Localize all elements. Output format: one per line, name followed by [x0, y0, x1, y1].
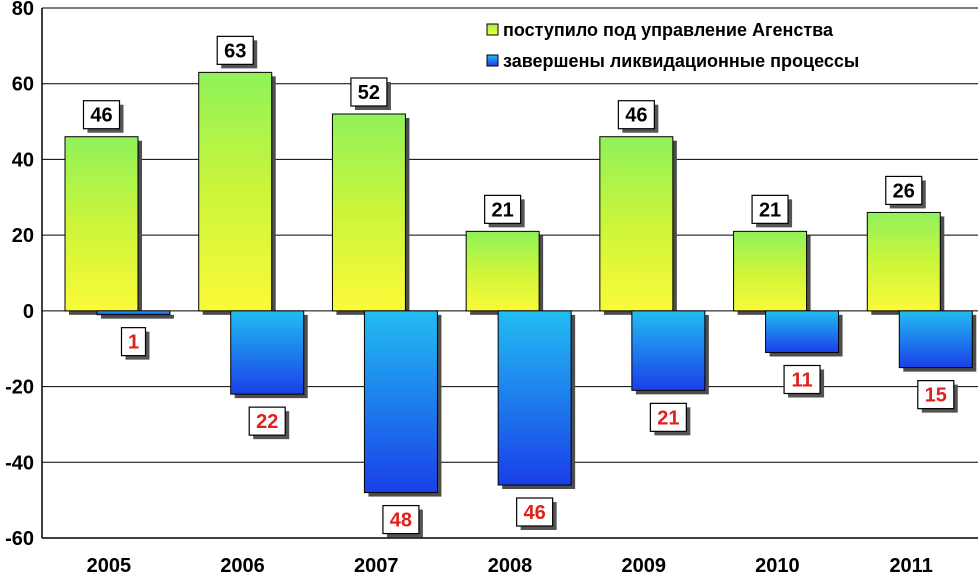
legend-swatch [486, 54, 499, 67]
y-tick-label: 80 [12, 0, 34, 20]
data-label: 1 [120, 327, 150, 360]
data-label-text: 11 [791, 370, 812, 392]
data-label: 26 [885, 175, 926, 209]
data-labels: 46 1 63 22 52 48 21 46 46 21 21 11 26 15 [82, 35, 958, 538]
legend-swatch [486, 23, 499, 36]
bar [331, 113, 406, 312]
x-tick-label: 2008 [488, 555, 533, 575]
y-tick-label: -40 [5, 452, 34, 474]
legend-label: завершены ликвидационные процессы [503, 51, 859, 71]
data-label: 11 [783, 364, 825, 398]
y-tick-label: 20 [12, 225, 34, 247]
data-label-box [917, 380, 955, 410]
bar [198, 71, 273, 312]
data-label-box [783, 364, 821, 395]
data-label: 52 [350, 77, 391, 110]
y-tick-label: 60 [12, 74, 34, 96]
bar [866, 211, 941, 312]
x-tick-label: 2009 [621, 555, 666, 575]
data-label-box [248, 406, 286, 436]
data-label-text: 21 [759, 199, 781, 221]
data-label: 63 [216, 35, 258, 69]
x-tick-label: 2006 [220, 555, 265, 575]
data-label-text: 46 [524, 502, 546, 524]
data-label-text: 46 [90, 105, 112, 127]
axes: 80 60 40 20 0 -20 -40 -60 2005 2006 2007 2008 2009 20… [5, 0, 978, 575]
bars [64, 71, 977, 497]
bar [599, 136, 674, 312]
y-tick-label: -60 [5, 528, 34, 550]
data-label: 46 [82, 100, 124, 133]
bar [363, 310, 438, 494]
data-label-text: 21 [492, 199, 514, 221]
data-label: 46 [516, 497, 557, 530]
data-label-box [885, 175, 923, 206]
bar [631, 310, 706, 391]
y-tick-label: 40 [12, 149, 34, 171]
data-label-text: 26 [893, 180, 915, 202]
data-label-box [382, 504, 420, 535]
data-label: 22 [248, 406, 290, 440]
y-tick-label: 0 [23, 301, 34, 323]
legend-label: поступило под управление Агенства [503, 20, 834, 40]
data-label-text: 48 [390, 510, 412, 532]
data-label-box [120, 327, 147, 357]
data-label-box [82, 100, 121, 130]
data-label-box [216, 35, 254, 65]
bar [765, 310, 840, 354]
data-label-text: 1 [128, 332, 139, 354]
bar-shadow [101, 314, 174, 319]
bar [465, 230, 540, 312]
data-label: 46 [617, 100, 659, 133]
data-label-box [617, 100, 655, 130]
data-label: 21 [751, 194, 793, 228]
data-label: 48 [382, 504, 423, 538]
data-label-box [516, 497, 554, 527]
data-label-text: 15 [925, 385, 947, 407]
data-label-box [751, 194, 789, 224]
data-label-box [649, 402, 687, 432]
x-tick-label: 2007 [354, 555, 399, 575]
bar [497, 310, 572, 486]
bar [733, 230, 808, 312]
bar [64, 136, 139, 312]
data-label: 21 [649, 402, 691, 436]
x-tick-label: 2011 [889, 555, 932, 575]
data-label-box [350, 77, 388, 107]
x-tick-label: 2010 [755, 555, 800, 575]
data-label-box [484, 194, 522, 224]
y-tick-label: -20 [5, 377, 34, 399]
data-label: 21 [484, 194, 525, 228]
bar [230, 310, 305, 395]
data-label-text: 22 [256, 411, 278, 433]
data-label: 15 [917, 380, 958, 413]
legend: поступило под управление Агенства заверше… [486, 20, 859, 71]
data-label-text: 21 [657, 407, 679, 429]
data-label-text: 46 [625, 105, 647, 127]
x-tick-label: 2005 [87, 555, 132, 575]
bar [96, 310, 171, 316]
data-label-text: 52 [358, 82, 380, 104]
bar [898, 310, 973, 369]
data-label-text: 63 [224, 40, 246, 62]
